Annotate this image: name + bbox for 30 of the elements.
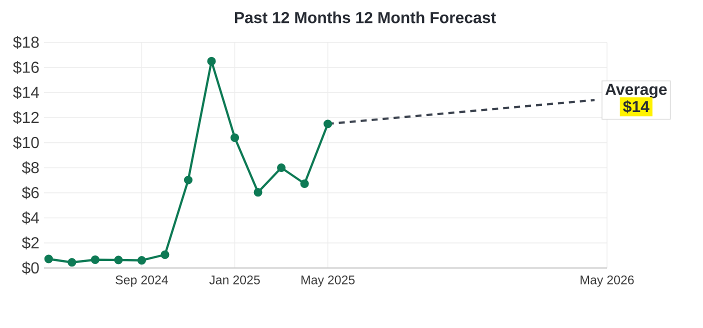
y-tick-label: $8	[22, 161, 39, 174]
point	[300, 179, 309, 188]
point	[207, 56, 216, 66]
y-tick-label: $6	[22, 186, 39, 200]
point	[90, 255, 100, 264]
text: $14	[623, 100, 650, 114]
point	[277, 163, 286, 172]
y-tick-label: $10	[13, 136, 39, 150]
y-tick-label: $18	[13, 36, 39, 49]
point	[68, 258, 76, 267]
point	[44, 254, 53, 264]
y-tick-label: $0	[22, 262, 39, 274]
x-tick-label: Jan 2025	[209, 276, 260, 284]
y-tick-label: $16	[13, 61, 39, 74]
chart-title: Past 12 Months 12 Month Forecast	[234, 12, 496, 24]
annotation: Average	[605, 84, 667, 98]
x-tick-label: May 2026	[580, 276, 634, 287]
point	[324, 120, 332, 128]
point	[230, 133, 240, 142]
y-tick-label: $14	[13, 86, 39, 99]
x-tick-label: May 2025	[302, 276, 355, 287]
y-tick-label: $2	[22, 236, 39, 250]
x-tick-label: Sep 2024	[116, 276, 168, 287]
point	[160, 250, 170, 260]
y-tick-label: $4	[22, 211, 40, 224]
y-tick-label: $12	[13, 111, 39, 124]
point	[137, 256, 146, 265]
point	[114, 256, 123, 264]
point	[184, 176, 193, 184]
point	[254, 188, 262, 197]
